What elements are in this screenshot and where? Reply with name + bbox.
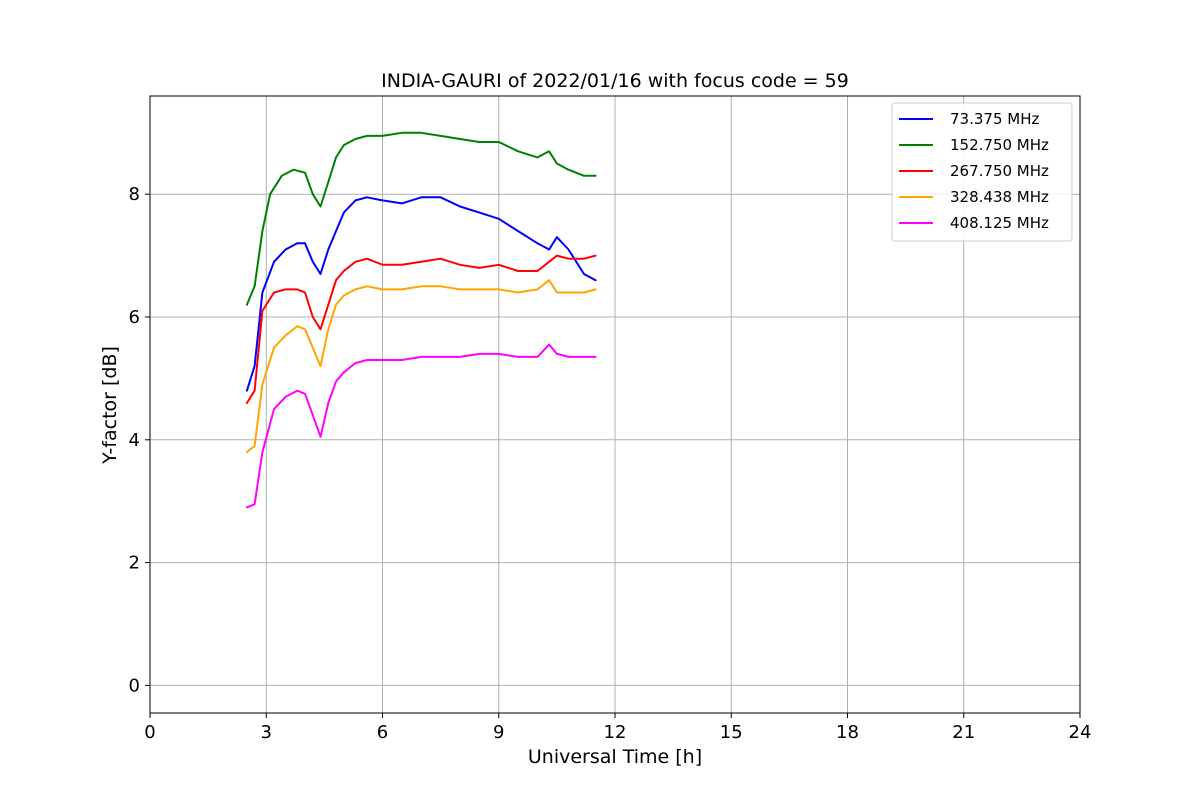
legend-label-4: 328.438 MHz bbox=[950, 188, 1049, 206]
series-line-3 bbox=[245, 254, 597, 404]
x-tick-label: 12 bbox=[604, 722, 627, 743]
x-tick-label: 18 bbox=[836, 722, 859, 743]
series-line-2 bbox=[245, 131, 597, 306]
y-tick-label: 0 bbox=[129, 675, 140, 696]
legend: 73.375 MHz 152.750 MHz 267.750 MHz 328.438 … bbox=[891, 102, 1073, 242]
chart-title: INDIA-GAURI of 2022/01/16 with focus cod… bbox=[381, 70, 849, 92]
legend-label-1: 73.375 MHz bbox=[950, 110, 1039, 128]
x-tick-label: 15 bbox=[720, 722, 743, 743]
y-tick-label: 2 bbox=[129, 553, 140, 574]
legend-label-2: 152.750 MHz bbox=[950, 136, 1049, 154]
y-tick-label: 4 bbox=[129, 430, 140, 451]
x-axis-title: Universal Time [h] bbox=[528, 746, 702, 768]
series-lines bbox=[245, 131, 597, 509]
y-tick-label: 8 bbox=[129, 184, 140, 205]
x-tick-label: 3 bbox=[261, 722, 272, 743]
x-tick-label: 24 bbox=[1069, 722, 1092, 743]
y-tick-label: 6 bbox=[129, 307, 140, 328]
x-tick-label: 0 bbox=[144, 722, 155, 743]
x-tick-label: 9 bbox=[493, 722, 504, 743]
series-line-5 bbox=[245, 343, 597, 509]
x-tick-label: 21 bbox=[952, 722, 975, 743]
series-line-1 bbox=[245, 196, 597, 392]
y-axis-title: Y-factor [dB] bbox=[99, 346, 121, 465]
legend-label-3: 267.750 MHz bbox=[950, 162, 1049, 180]
legend-label-5: 408.125 MHz bbox=[950, 214, 1049, 232]
series-line-4 bbox=[245, 279, 597, 454]
legend-box bbox=[891, 102, 1073, 242]
x-tick-label: 6 bbox=[377, 722, 388, 743]
